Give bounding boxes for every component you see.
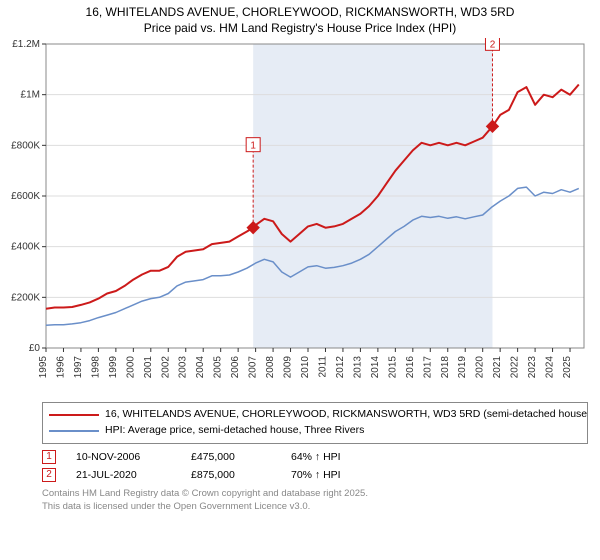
x-tick-label: 2011 <box>317 356 328 378</box>
y-tick-label: £1.2M <box>12 39 40 50</box>
x-tick-label: 2017 <box>422 356 433 379</box>
annotation-table: 1 10-NOV-2006 £475,000 64% ↑ HPI 2 21-JUL-202… <box>42 450 588 482</box>
x-tick-label: 2010 <box>300 356 311 379</box>
credits-line-2: This data is licensed under the Open Gov… <box>42 501 588 514</box>
annotation-row-price: £875,000 <box>191 469 271 481</box>
x-tick-label: 1999 <box>108 356 119 379</box>
page-root: 16, WHITELANDS AVENUE, CHORLEYWOOD, RICK… <box>0 0 600 560</box>
legend: 16, WHITELANDS AVENUE, CHORLEYWOOD, RICK… <box>42 402 588 444</box>
x-tick-label: 2006 <box>230 356 241 379</box>
x-tick-label: 2021 <box>492 356 503 379</box>
annotation-row-delta: 70% ↑ HPI <box>291 469 341 481</box>
x-tick-label: 2005 <box>213 356 224 379</box>
title-block: 16, WHITELANDS AVENUE, CHORLEYWOOD, RICK… <box>0 0 600 38</box>
legend-row: 16, WHITELANDS AVENUE, CHORLEYWOOD, RICK… <box>49 407 581 423</box>
annotation-row-badge: 2 <box>42 468 56 482</box>
x-tick-label: 2008 <box>265 356 276 379</box>
x-tick-label: 2019 <box>457 356 468 379</box>
x-tick-label: 2007 <box>248 356 259 379</box>
x-tick-label: 2013 <box>352 356 363 379</box>
annotation-row-date: 21-JUL-2020 <box>76 469 171 481</box>
x-tick-label: 1997 <box>73 356 84 379</box>
chart: £0 £200K £400K £600K £800K £1M £1.2M 1995 1996 19… <box>0 38 600 398</box>
x-tick-label: 2001 <box>143 356 154 379</box>
annotation-row-date: 10-NOV-2006 <box>76 451 171 463</box>
x-tick-label: 2024 <box>545 356 556 379</box>
x-tick-label: 2016 <box>405 356 416 379</box>
x-tick-label: 2009 <box>283 356 294 379</box>
annotation-row-badge: 1 <box>42 450 56 464</box>
x-tick-label: 2002 <box>160 356 171 379</box>
annotation-row-delta: 64% ↑ HPI <box>291 451 341 463</box>
x-tick-label: 1995 <box>38 356 49 379</box>
x-tick-label: 2014 <box>370 356 381 379</box>
legend-swatch <box>49 414 99 416</box>
x-tick-label: 2012 <box>335 356 346 379</box>
x-tick-label: 2025 <box>562 356 573 379</box>
x-tick-label: 2023 <box>527 356 538 379</box>
x-tick-label: 2015 <box>387 356 398 379</box>
annotation-badge-label: 2 <box>490 40 496 51</box>
y-tick-label: £400K <box>11 242 40 253</box>
legend-row: HPI: Average price, semi-detached house,… <box>49 423 581 439</box>
legend-label: 16, WHITELANDS AVENUE, CHORLEYWOOD, RICK… <box>105 407 588 423</box>
annotation-row: 1 10-NOV-2006 £475,000 64% ↑ HPI <box>42 450 588 464</box>
x-tick-label: 2004 <box>195 356 206 379</box>
legend-label: HPI: Average price, semi-detached house,… <box>105 423 364 439</box>
x-tick-label: 2022 <box>510 356 521 379</box>
annotation-row: 2 21-JUL-2020 £875,000 70% ↑ HPI <box>42 468 588 482</box>
credits-line-1: Contains HM Land Registry data © Crown c… <box>42 488 588 501</box>
y-tick-label: £200K <box>11 293 40 304</box>
x-tick-label: 1996 <box>55 356 66 379</box>
x-tick-label: 1998 <box>90 356 101 379</box>
annotation-row-price: £475,000 <box>191 451 271 463</box>
y-tick-label: £0 <box>29 343 41 354</box>
y-tick-label: £800K <box>11 141 40 152</box>
x-tick-label: 2003 <box>178 356 189 379</box>
x-tick-label: 2020 <box>475 356 486 379</box>
legend-swatch <box>49 430 99 432</box>
y-tick-label: £1M <box>21 90 40 101</box>
title-line-1: 16, WHITELANDS AVENUE, CHORLEYWOOD, RICK… <box>10 4 590 20</box>
annotation-badge-label: 1 <box>250 141 256 152</box>
y-tick-label: £600K <box>11 191 40 202</box>
title-line-2: Price paid vs. HM Land Registry's House … <box>10 20 590 36</box>
credits: Contains HM Land Registry data © Crown c… <box>42 488 588 514</box>
chart-svg: £0 £200K £400K £600K £800K £1M £1.2M 1995 1996 19… <box>0 38 600 398</box>
x-tick-label: 2018 <box>440 356 451 379</box>
x-tick-label: 2000 <box>125 356 136 379</box>
